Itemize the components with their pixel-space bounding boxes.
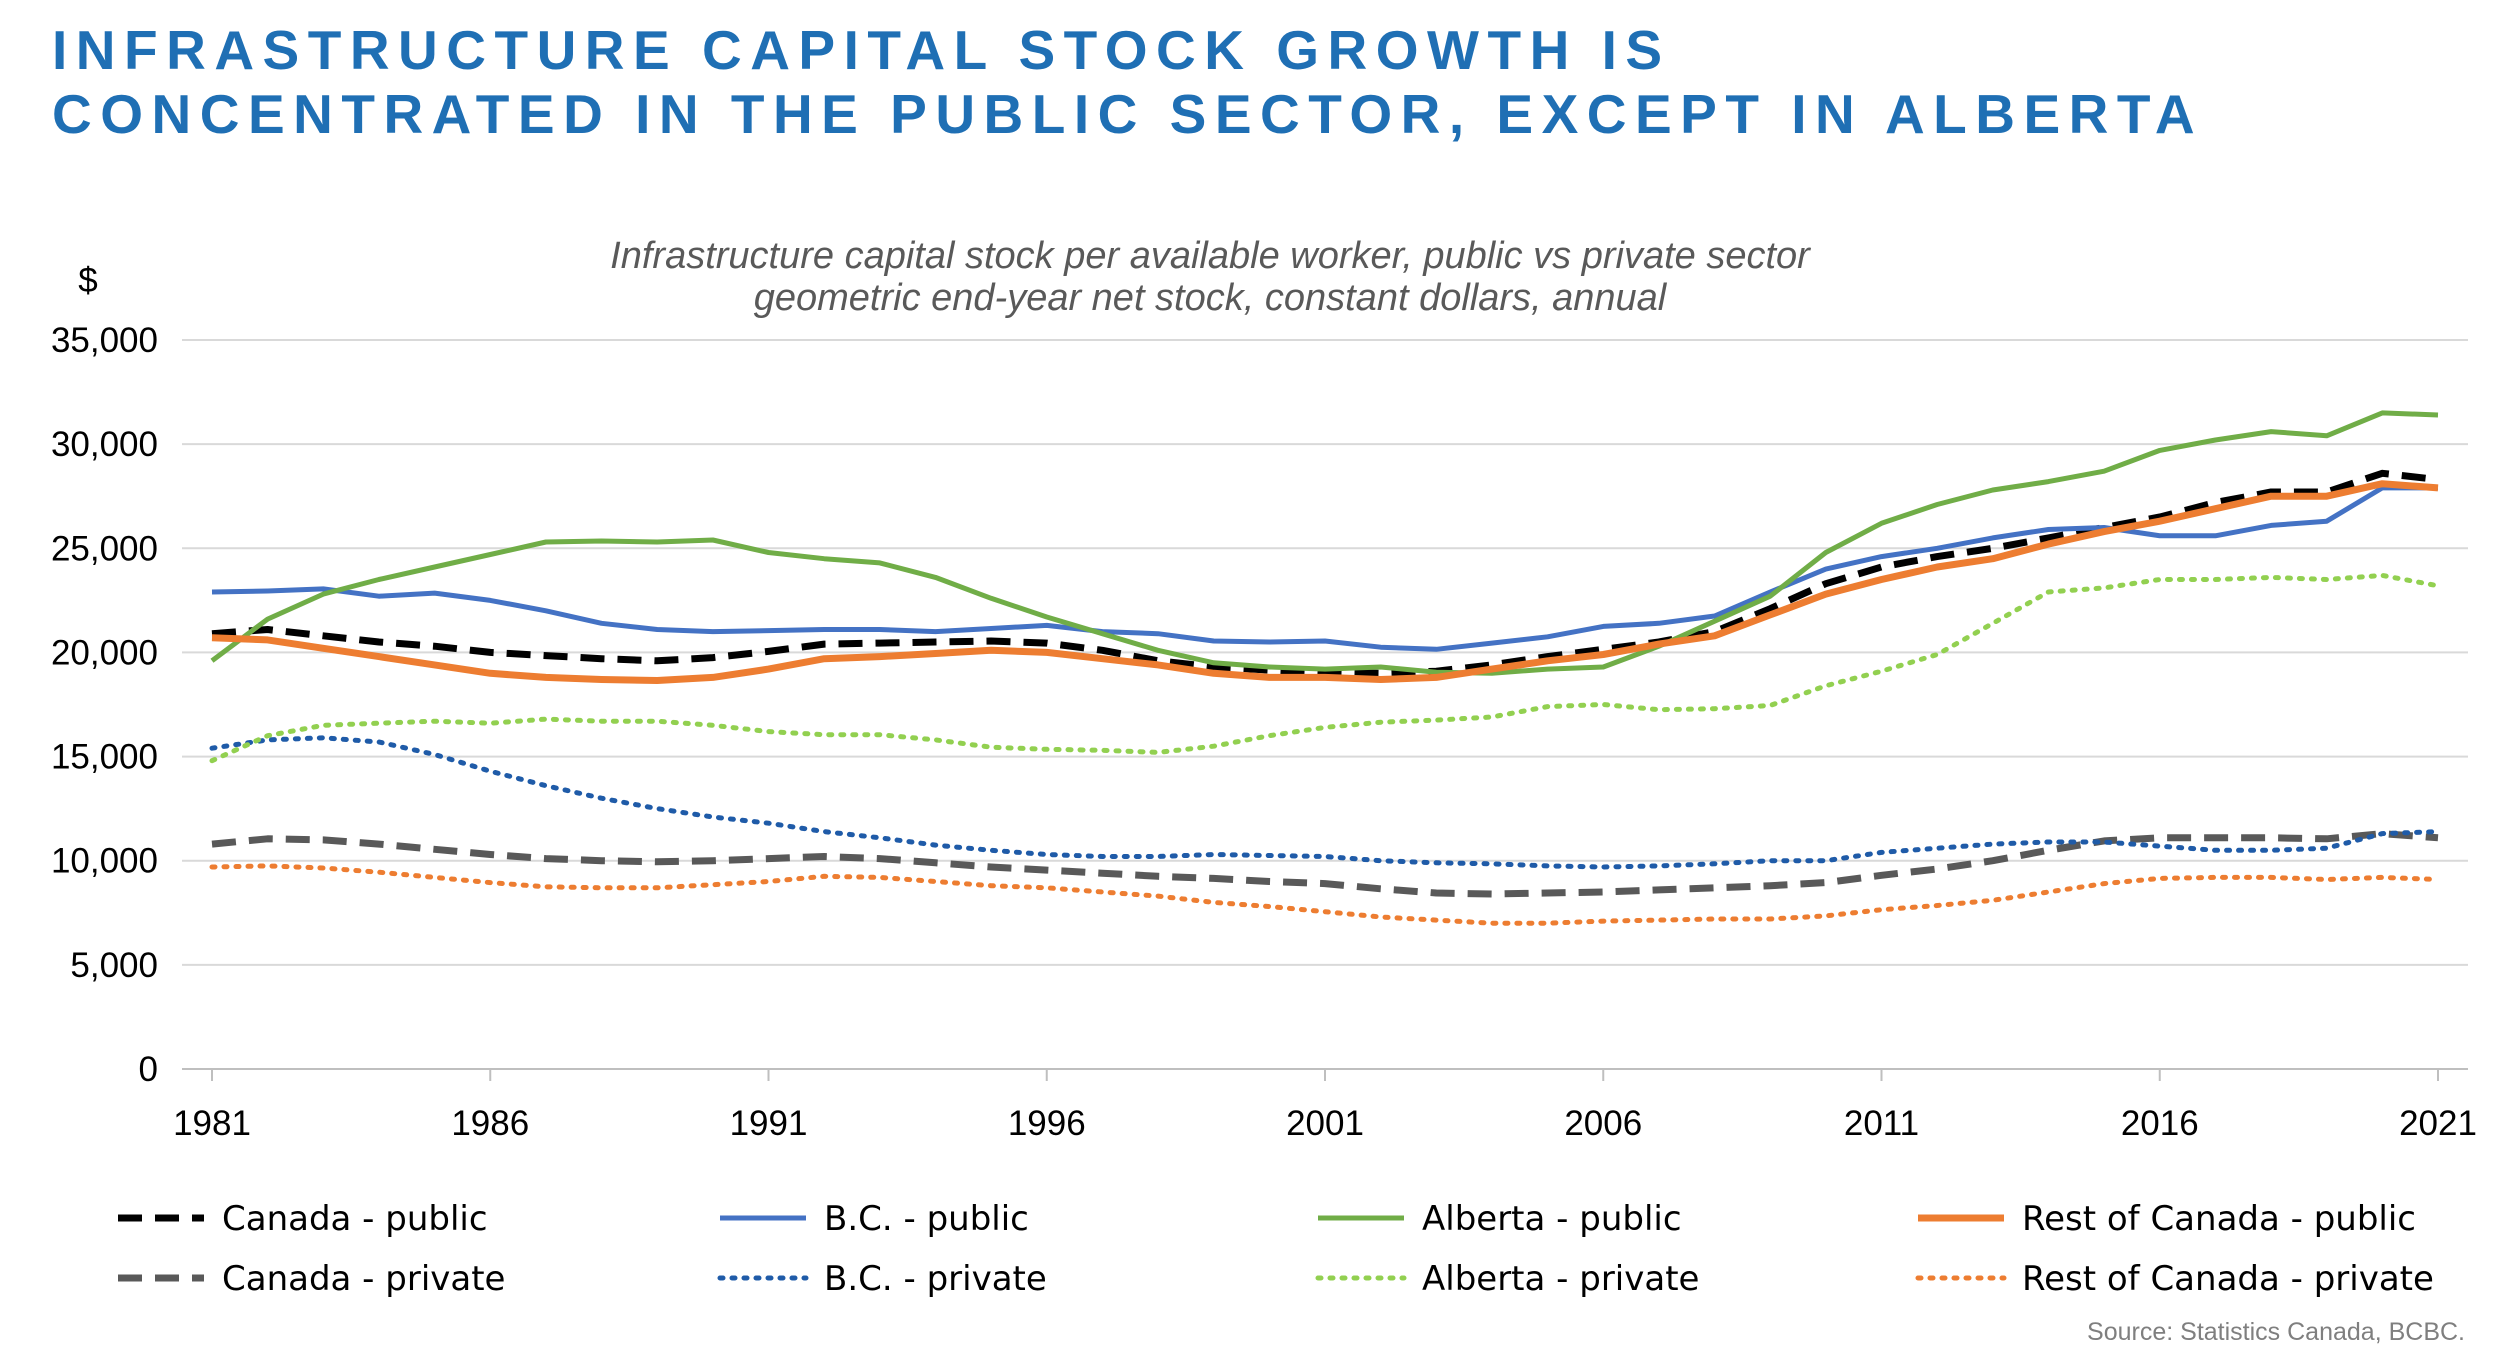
legend-label: Rest of Canada - private bbox=[2022, 1259, 2434, 1299]
legend: Canada - public B.C. - public Alberta - pu… bbox=[118, 1199, 2434, 1299]
y-tick-label: 35,000 bbox=[51, 321, 158, 360]
legend-label: B.C. - public bbox=[824, 1199, 1029, 1239]
x-tick-label: 2011 bbox=[1844, 1104, 1919, 1143]
x-tick-label: 1991 bbox=[730, 1104, 808, 1143]
legend-label: Canada - private bbox=[222, 1259, 505, 1299]
y-tick-label: 10,000 bbox=[51, 842, 158, 881]
series-line-b-c-public bbox=[211, 485, 2438, 652]
x-tick-label: 1986 bbox=[451, 1104, 529, 1143]
series-line-alberta-public bbox=[210, 410, 2439, 676]
legend-label: Canada - public bbox=[222, 1199, 488, 1239]
y-tick-label: 15,000 bbox=[51, 738, 158, 777]
y-axis-ticks: 0 5,000 10,000 15,000 20,000 25,000 30,000 35,0… bbox=[51, 321, 158, 1089]
y-tick-label: 30,000 bbox=[51, 425, 158, 464]
legend-label: Alberta - public bbox=[1422, 1199, 1682, 1239]
series-line-canada-public bbox=[211, 469, 2439, 677]
legend-label: Rest of Canada - public bbox=[2022, 1199, 2416, 1239]
chart-subtitle: geometric end-year net stock, constant d… bbox=[754, 277, 1668, 319]
headline-line-2: CONCENTRATED IN THE PUBLIC SECTOR, EXCEP… bbox=[52, 83, 2204, 145]
x-tick-label: 2021 bbox=[2399, 1104, 2477, 1143]
x-tick-label: 2001 bbox=[1286, 1104, 1364, 1143]
legend-label: Alberta - private bbox=[1422, 1259, 1699, 1299]
series-line-canada-private bbox=[211, 830, 2439, 898]
y-tick-label: 5,000 bbox=[70, 946, 158, 985]
series-line-rest-of-canada-public bbox=[211, 480, 2439, 684]
x-tick-label: 1996 bbox=[1008, 1104, 1086, 1143]
x-tick-label: 1981 bbox=[173, 1104, 251, 1143]
legend-label: B.C. - private bbox=[824, 1259, 1047, 1299]
source-note: Source: Statistics Canada, BCBC. bbox=[2087, 1318, 2465, 1346]
x-axis: 1981 1986 1991 1996 2001 2006 2011 2016 2021 bbox=[173, 1068, 2477, 1143]
x-tick-label: 2006 bbox=[1564, 1104, 1642, 1143]
gridlines bbox=[182, 339, 2468, 966]
y-tick-label: 25,000 bbox=[51, 529, 158, 568]
headline-line-1: INFRASTRUCTURE CAPITAL STOCK GROWTH IS bbox=[52, 19, 1671, 81]
headline: INFRASTRUCTURE CAPITAL STOCK GROWTH IS C… bbox=[52, 18, 2203, 146]
y-tick-label: 20,000 bbox=[51, 633, 158, 672]
y-axis-unit-label: $ bbox=[78, 261, 97, 300]
chart-title: Infrastructure capital stock per availab… bbox=[610, 235, 1811, 277]
series-lines bbox=[209, 410, 2441, 926]
series-line-rest-of-canada-private bbox=[209, 863, 2441, 926]
y-tick-label: 0 bbox=[139, 1050, 158, 1089]
x-tick-label: 2016 bbox=[2121, 1104, 2199, 1143]
